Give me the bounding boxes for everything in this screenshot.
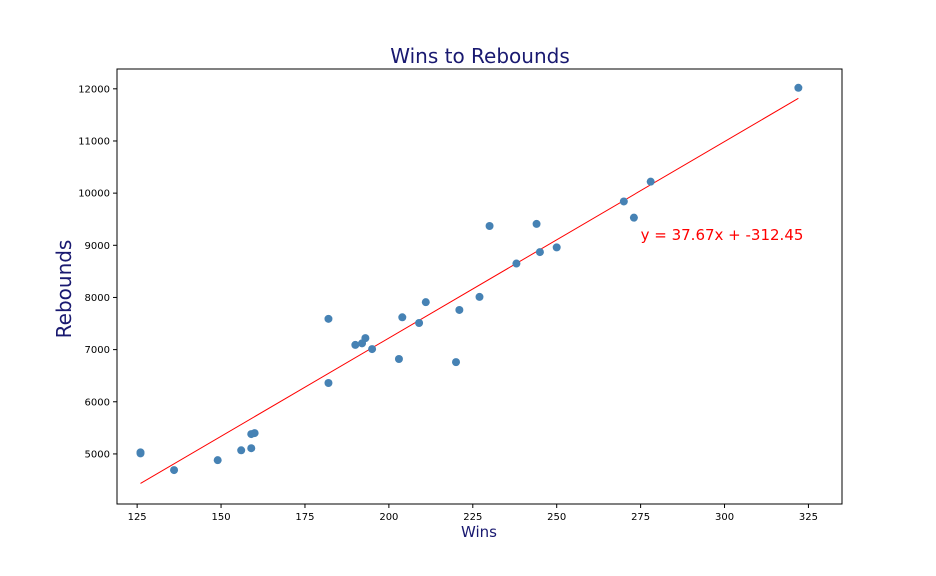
chart-title: Wins to Rebounds <box>390 44 569 68</box>
x-tick-label: 175 <box>295 512 314 523</box>
regression-line <box>140 97 799 484</box>
x-tick-label: 200 <box>379 512 398 523</box>
data-point <box>247 444 256 453</box>
data-point <box>415 319 424 328</box>
x-tick-label: 225 <box>463 512 482 523</box>
y-axis-ticks: 5000 6000 7000 8000 9000 10000 11000 12000 <box>78 84 117 460</box>
data-point <box>629 213 638 222</box>
data-point <box>324 378 333 387</box>
data-point <box>794 83 803 92</box>
data-point <box>532 219 541 228</box>
x-tick-label: 125 <box>128 512 147 523</box>
x-tick-label: 250 <box>547 512 566 523</box>
data-point <box>170 466 179 475</box>
data-point <box>394 355 403 363</box>
data-point <box>361 334 370 343</box>
y-tick-label: 11000 <box>78 136 110 147</box>
y-tick-label: 7000 <box>85 345 110 356</box>
data-point <box>368 345 377 354</box>
data-point <box>646 177 655 186</box>
plot-frame <box>116 68 843 505</box>
data-point <box>552 243 561 252</box>
data-point <box>512 259 521 268</box>
data-point <box>213 456 222 465</box>
data-point <box>485 221 494 230</box>
regression-equation: y = 37.67x + -312.45 <box>641 226 804 244</box>
y-tick-label: 5000 <box>85 449 110 460</box>
data-point <box>619 197 628 206</box>
data-point <box>535 248 544 257</box>
x-tick-label: 325 <box>799 512 818 523</box>
y-tick-label: 6000 <box>85 397 110 408</box>
regression-group <box>140 97 799 484</box>
data-point <box>455 305 464 314</box>
data-point <box>324 314 333 323</box>
y-tick-label: 10000 <box>78 189 110 200</box>
x-axis-label: Wins <box>461 523 497 541</box>
y-tick-label: 9000 <box>85 241 110 252</box>
x-tick-label: 275 <box>631 512 650 523</box>
data-point <box>237 446 246 455</box>
y-tick-label: 12000 <box>78 84 110 95</box>
y-axis-label: Rebounds <box>52 240 76 339</box>
x-tick-label: 150 <box>212 512 231 523</box>
plot-axes: 125 150 175 200 225 250 275 300 325 5000 6000 7000… <box>78 68 843 523</box>
data-point <box>136 449 145 458</box>
x-axis-ticks: 125 150 175 200 225 250 275 300 325 <box>128 504 818 523</box>
data-point <box>250 429 259 438</box>
data-point <box>475 292 484 301</box>
data-point <box>421 298 430 307</box>
data-point <box>452 358 461 367</box>
x-tick-label: 300 <box>715 512 734 523</box>
data-points <box>136 83 803 475</box>
data-point <box>351 340 360 349</box>
y-tick-label: 8000 <box>85 293 110 304</box>
data-point <box>398 313 407 322</box>
